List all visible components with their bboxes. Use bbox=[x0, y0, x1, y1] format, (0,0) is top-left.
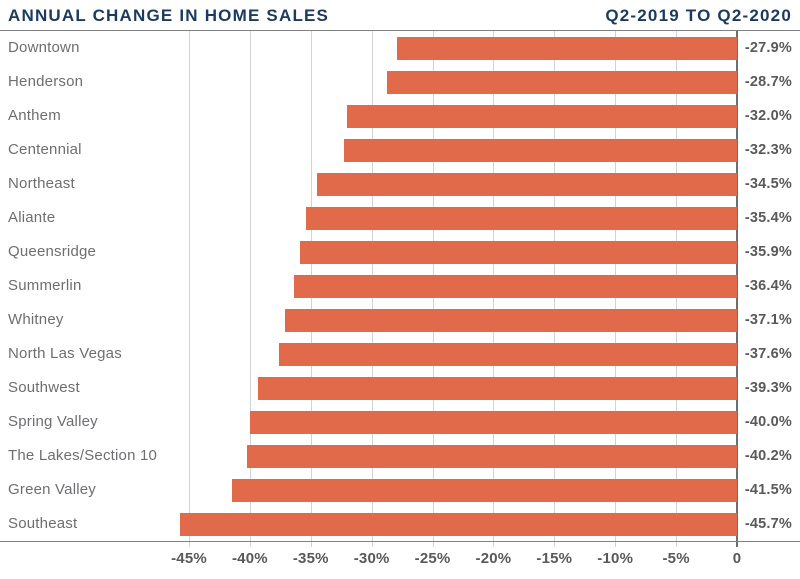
value-label: -37.6% bbox=[744, 346, 792, 362]
x-axis-tick bbox=[310, 542, 312, 547]
value-label: -37.1% bbox=[744, 312, 792, 328]
x-axis-tick bbox=[432, 542, 434, 547]
category-label: The Lakes/Section 10 bbox=[8, 447, 158, 464]
category-label: Whitney bbox=[8, 311, 64, 328]
category-label: Northeast bbox=[8, 175, 75, 192]
bar bbox=[285, 308, 737, 332]
bar bbox=[387, 70, 737, 94]
header-divider-line bbox=[0, 30, 800, 31]
bar bbox=[231, 478, 737, 502]
category-label: Summerlin bbox=[8, 277, 82, 294]
bar bbox=[316, 172, 737, 196]
category-label: Southeast bbox=[8, 515, 78, 532]
bar bbox=[247, 444, 737, 468]
bar bbox=[293, 274, 737, 298]
x-tick-label: 0 bbox=[732, 550, 742, 567]
x-axis-tick bbox=[676, 542, 678, 547]
value-label: -34.5% bbox=[744, 176, 792, 192]
bar bbox=[180, 512, 737, 536]
x-axis-tick bbox=[371, 542, 373, 547]
x-axis-tick bbox=[554, 542, 556, 547]
value-label: -28.7% bbox=[744, 74, 792, 90]
value-label: -27.9% bbox=[744, 40, 792, 56]
chart-title: ANNUAL CHANGE IN HOME SALES bbox=[8, 6, 330, 25]
category-label: Southwest bbox=[8, 379, 80, 396]
bar bbox=[305, 206, 737, 230]
x-axis-tick bbox=[249, 542, 251, 547]
bar bbox=[343, 138, 737, 162]
gridline bbox=[189, 31, 190, 541]
category-label: Henderson bbox=[8, 73, 84, 90]
value-label: -36.4% bbox=[744, 278, 792, 294]
x-tick-label: -45% bbox=[171, 550, 207, 567]
x-axis-tick bbox=[189, 542, 190, 547]
x-tick-label: -40% bbox=[231, 550, 268, 567]
value-label: -32.0% bbox=[744, 108, 792, 124]
value-label: -41.5% bbox=[744, 482, 792, 498]
x-tick-label: -15% bbox=[536, 550, 573, 567]
value-label: -40.0% bbox=[744, 414, 792, 430]
bar bbox=[347, 104, 737, 128]
value-label: -35.4% bbox=[744, 210, 792, 226]
value-label: -39.3% bbox=[744, 380, 792, 396]
bar bbox=[397, 36, 737, 60]
axis-baseline bbox=[0, 541, 800, 542]
category-label: Anthem bbox=[8, 107, 61, 124]
value-label: -32.3% bbox=[744, 142, 792, 158]
bar bbox=[258, 376, 737, 400]
value-label: -40.2% bbox=[744, 448, 792, 464]
x-tick-label: -25% bbox=[414, 550, 451, 567]
x-axis-tick bbox=[615, 542, 617, 547]
category-label: Downtown bbox=[8, 39, 80, 56]
category-label: North Las Vegas bbox=[8, 345, 122, 362]
category-label: Aliante bbox=[8, 209, 56, 226]
zero-gridline bbox=[736, 31, 738, 541]
x-tick-label: -10% bbox=[597, 550, 634, 567]
category-label: Queensridge bbox=[8, 243, 97, 260]
bar bbox=[279, 342, 737, 366]
gridline bbox=[249, 31, 251, 541]
chart-period: Q2-2019 TO Q2-2020 bbox=[605, 6, 792, 25]
x-tick-label: -35% bbox=[292, 550, 329, 567]
x-axis-tick bbox=[736, 542, 738, 547]
x-axis-tick bbox=[493, 542, 495, 547]
chart-header: ANNUAL CHANGE IN HOME SALES Q2-2019 TO Q… bbox=[0, 0, 800, 30]
x-tick-label: -30% bbox=[353, 550, 390, 567]
category-label: Green Valley bbox=[8, 481, 96, 498]
x-tick-label: -5% bbox=[662, 550, 690, 567]
x-tick-label: -20% bbox=[475, 550, 512, 567]
category-label: Spring Valley bbox=[8, 413, 98, 430]
category-label: Centennial bbox=[8, 141, 82, 158]
value-label: -45.7% bbox=[744, 516, 792, 532]
value-label: -35.9% bbox=[744, 244, 792, 260]
bar bbox=[299, 240, 737, 264]
bar bbox=[249, 410, 737, 434]
